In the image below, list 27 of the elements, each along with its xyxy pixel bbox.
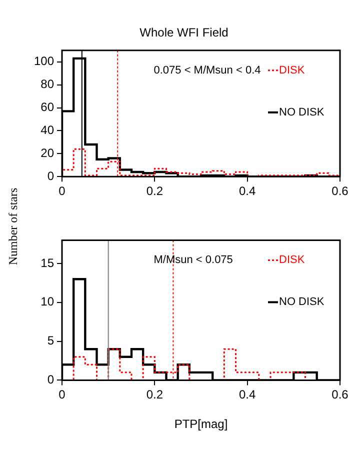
x-tick-label: 0.2	[146, 388, 164, 402]
x-tick-label: 0.2	[146, 184, 164, 198]
y-axis-title: Number of stars	[6, 187, 22, 265]
chart-title: Whole WFI Field	[140, 26, 228, 40]
y-tick-label: 20	[40, 146, 54, 160]
y-tick-label: 0	[47, 372, 54, 387]
legend-label: NO DISK	[279, 296, 325, 308]
y-tick-label: 5	[47, 334, 54, 348]
x-tick-label: 0.6	[332, 388, 349, 402]
y-tick-label: 40	[40, 123, 54, 138]
y-tick-label: 100	[34, 54, 54, 68]
annotation: M/Msun < 0.075	[154, 254, 233, 266]
x-tick-label: 0.4	[238, 388, 256, 402]
y-tick-label: 80	[40, 77, 54, 92]
x-axis-title: PTP[mag]	[174, 417, 228, 432]
y-tick-label: 10	[40, 294, 54, 309]
y-tick-label: 0	[47, 168, 54, 183]
y-tick-label: 60	[40, 100, 54, 114]
x-tick-label: 0.6	[332, 184, 349, 198]
x-tick-label: 0	[58, 184, 66, 198]
x-tick-label: 0.4	[238, 184, 256, 198]
y-tick-label: 15	[40, 256, 54, 270]
annotation: 0.075 < M/Msun < 0.4	[154, 64, 261, 76]
legend-label: NO DISK	[279, 106, 325, 118]
x-tick-label: 0	[58, 388, 66, 402]
legend-label: DISK	[279, 254, 306, 266]
legend-label: DISK	[279, 64, 306, 76]
